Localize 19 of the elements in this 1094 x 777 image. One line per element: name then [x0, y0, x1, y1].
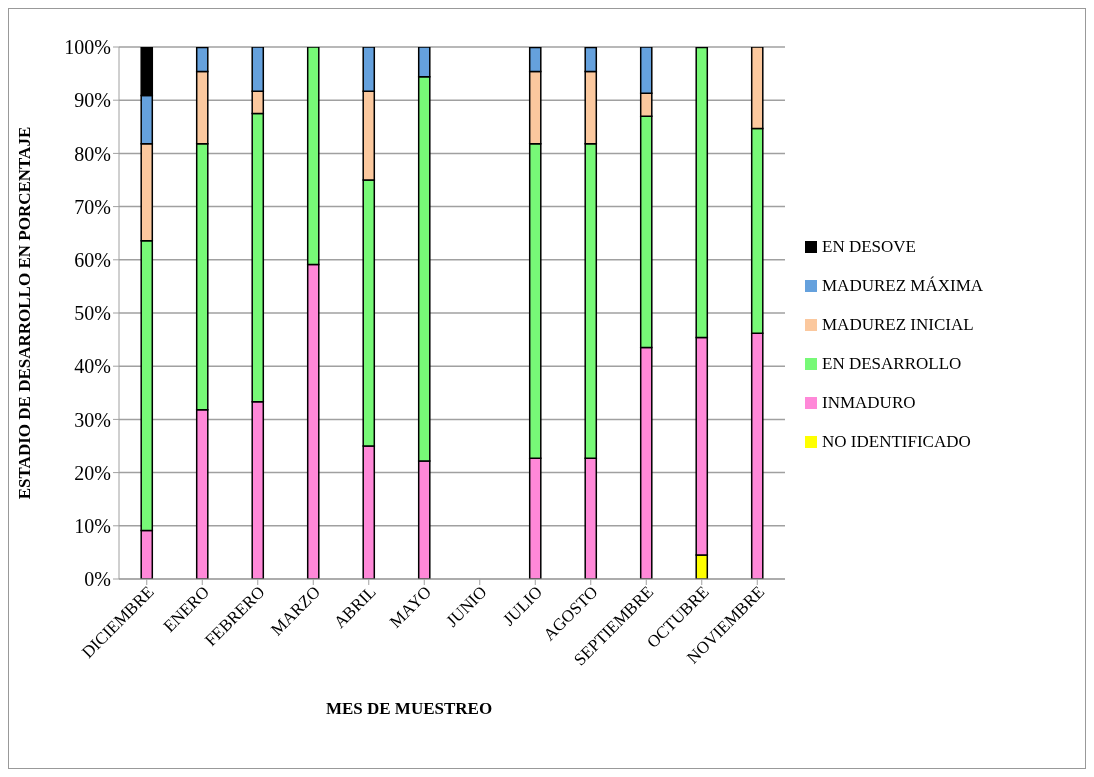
legend-label: MADUREZ MÁXIMA	[822, 276, 984, 296]
y-tick-label: 60%	[74, 248, 111, 271]
legend-label: EN DESARROLLO	[822, 354, 962, 374]
y-tick-label: 70%	[74, 195, 111, 218]
y-tick-label: 50%	[74, 302, 111, 325]
legend-label: EN DESOVE	[822, 237, 916, 257]
legend-label: MADUREZ INICIAL	[822, 315, 974, 335]
y-tick-label: 20%	[74, 461, 111, 484]
y-tick-label: 40%	[74, 355, 111, 378]
y-tick-label: 90%	[74, 89, 111, 112]
legend-label: NO IDENTIFICADO	[822, 432, 971, 452]
y-tick-label: 30%	[74, 408, 111, 431]
y-axis-title: ESTADIO DE DESARROLLO EN PORCENTAJE	[15, 126, 35, 500]
y-tick-label: 0%	[84, 568, 111, 591]
y-tick-label: 10%	[74, 514, 111, 537]
legend-label: INMADURO	[822, 393, 916, 413]
y-tick-label: 100%	[64, 36, 111, 59]
y-tick-label: 80%	[74, 142, 111, 165]
x-axis-title: MES DE MUESTREO	[324, 699, 494, 719]
